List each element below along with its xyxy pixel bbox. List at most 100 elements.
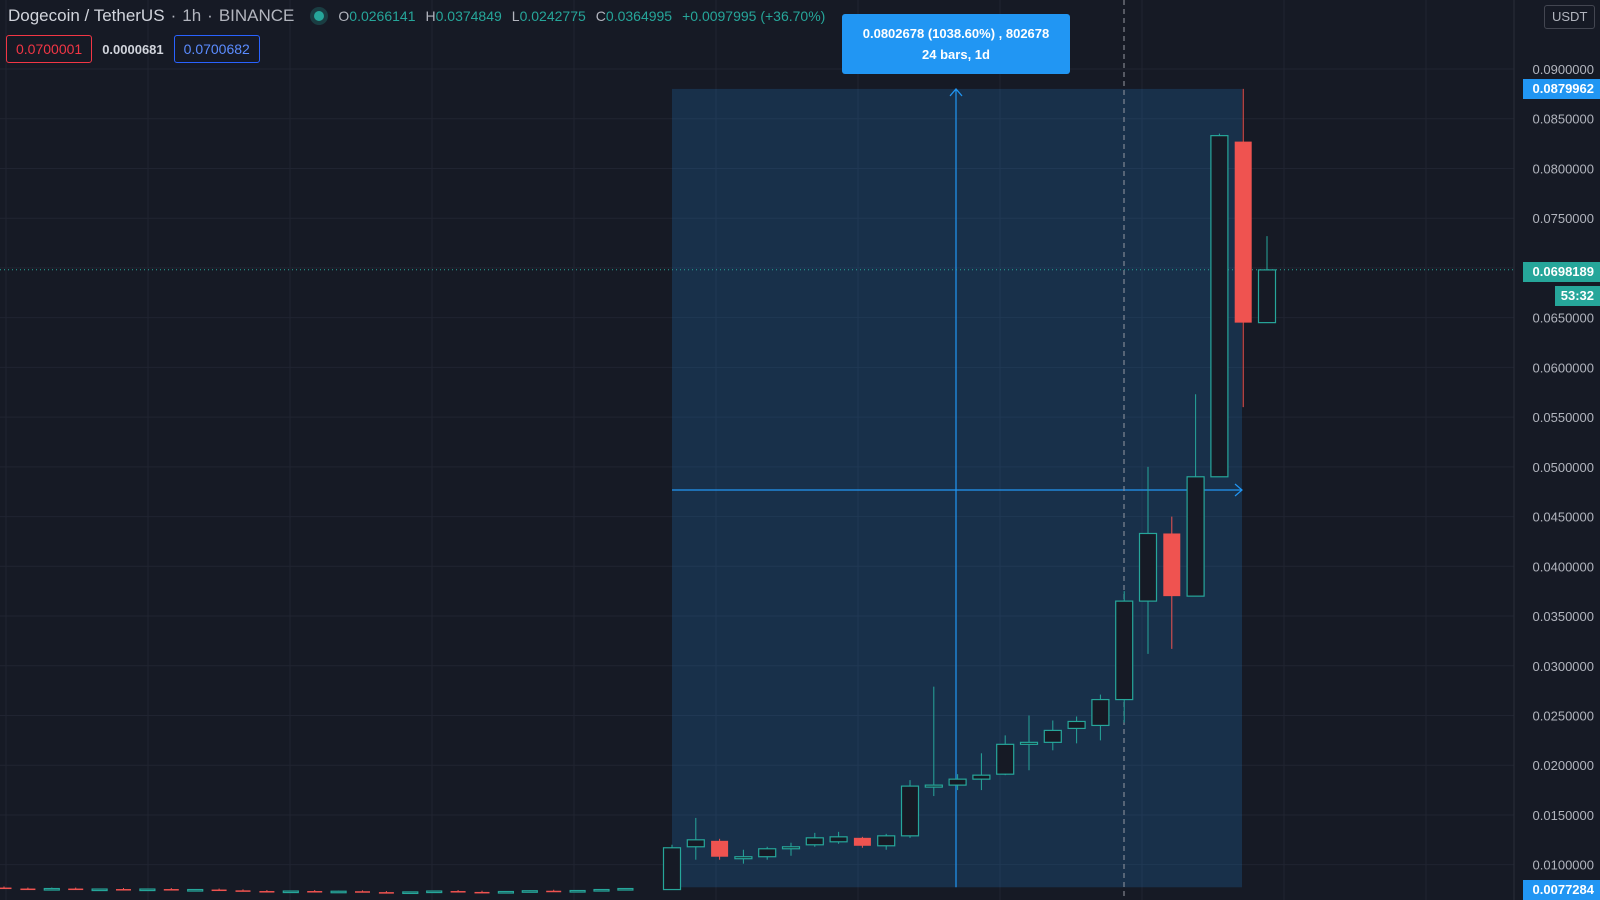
candle — [829, 831, 848, 844]
candle — [1091, 694, 1110, 741]
y-tick-label: 0.0200000 — [1533, 758, 1594, 773]
history-candle — [402, 891, 419, 895]
candle-body — [20, 888, 36, 891]
candle — [1234, 88, 1252, 408]
history-candle — [474, 890, 490, 894]
candle-body — [235, 890, 251, 892]
history-candle — [20, 887, 36, 891]
candle-body — [0, 887, 12, 890]
candle-body — [450, 891, 466, 893]
candle-body — [355, 891, 370, 893]
y-tick-label: 0.0250000 — [1533, 708, 1594, 723]
history-candle — [91, 888, 108, 892]
measure-arrow-head-up — [949, 88, 963, 97]
y-tick-label: 0.0350000 — [1533, 609, 1594, 624]
candle-body — [948, 778, 967, 786]
history-candle — [187, 888, 204, 892]
candle-body — [426, 890, 443, 894]
y-tick-label: 0.0900000 — [1533, 62, 1594, 77]
y-tick-label: 0.0650000 — [1533, 311, 1594, 326]
candle — [781, 842, 801, 856]
candle-body — [187, 888, 204, 892]
y-tick-label: 0.0300000 — [1533, 659, 1594, 674]
change-value: +0.0097995 (+36.70%) — [682, 8, 826, 24]
candle — [734, 849, 753, 864]
candle-body — [972, 774, 991, 780]
y-tick-label: 0.0400000 — [1533, 559, 1594, 574]
candle-body — [1163, 533, 1181, 597]
history-candle — [116, 888, 131, 891]
y-tick-label: 0.0150000 — [1533, 808, 1594, 823]
interval-label[interactable]: 1h — [182, 6, 202, 25]
candle — [805, 832, 824, 847]
candle-body — [116, 889, 131, 891]
candle — [1186, 394, 1205, 597]
candle-body — [521, 890, 538, 893]
history-candle — [211, 888, 227, 892]
candle-body — [1091, 698, 1110, 727]
candle-body — [617, 887, 634, 891]
symbol-header: Dogecoin / TetherUS · 1h · BINANCE O0.02… — [8, 6, 826, 25]
candle — [1043, 720, 1062, 751]
candle-body — [307, 891, 323, 893]
candle — [948, 774, 967, 791]
candle-body — [259, 891, 275, 893]
candle-body — [686, 839, 705, 848]
candle — [662, 844, 682, 891]
measure-bars: 24 bars, 1d — [922, 47, 990, 62]
history-candle — [235, 889, 251, 892]
candle-body — [805, 837, 824, 846]
candle-body — [1234, 141, 1252, 323]
candle — [1210, 133, 1229, 478]
measure-arrow-head-right — [1234, 483, 1243, 497]
candle-body — [877, 835, 896, 847]
history-candle — [546, 889, 562, 893]
history-candle — [497, 890, 514, 894]
history-candle — [43, 887, 60, 891]
candle — [1019, 715, 1039, 771]
grid — [0, 0, 1514, 900]
candle — [900, 780, 920, 838]
history-candle — [593, 888, 610, 892]
open-value: 0.0266141 — [349, 8, 416, 24]
candle-body — [853, 837, 871, 846]
measure-bottom-price-tag: 0.0077284 — [1522, 880, 1600, 900]
candle-body — [211, 889, 227, 892]
candle-body — [1257, 269, 1277, 324]
candle-body — [1067, 720, 1086, 730]
ohlc-readout: O0.0266141 H0.0374849 L0.0242775 C0.0364… — [338, 8, 826, 24]
measure-tooltip: 0.0802678 (1038.60%) , 802678 24 bars, 1… — [842, 14, 1070, 74]
symbol-name[interactable]: Dogecoin / TetherUS — [8, 6, 165, 25]
candle — [758, 846, 777, 860]
candle-body — [924, 784, 943, 788]
sell-button[interactable]: 0.0700001 — [6, 35, 93, 63]
candle-body — [1186, 476, 1205, 597]
market-open-icon — [314, 11, 325, 21]
candle-body — [662, 847, 682, 891]
history-candle — [307, 890, 323, 893]
y-tick-label: 0.0600000 — [1533, 360, 1594, 375]
candle-body — [996, 743, 1015, 775]
high-value: 0.0374849 — [435, 8, 502, 24]
candle-body — [781, 846, 801, 850]
candle-body — [139, 888, 156, 892]
low-value: 0.0242775 — [519, 8, 586, 24]
y-tick-label: 0.0800000 — [1533, 161, 1594, 176]
candle — [877, 833, 896, 850]
candle — [1115, 591, 1134, 723]
currency-button[interactable]: USDT — [1544, 5, 1596, 29]
history-candle — [521, 890, 538, 893]
candle — [1138, 466, 1158, 654]
bar-countdown: 53:32 — [1554, 286, 1600, 306]
candle — [972, 753, 991, 791]
history-candle — [569, 889, 586, 893]
candle — [711, 838, 729, 860]
history-candle — [617, 887, 634, 891]
candle-body — [829, 836, 848, 843]
buy-button[interactable]: 0.0700682 — [173, 35, 260, 63]
spread-value: 0.0000681 — [102, 41, 164, 57]
price-axis — [1514, 0, 1600, 900]
candle-body — [546, 890, 562, 893]
candle-body — [474, 891, 490, 894]
